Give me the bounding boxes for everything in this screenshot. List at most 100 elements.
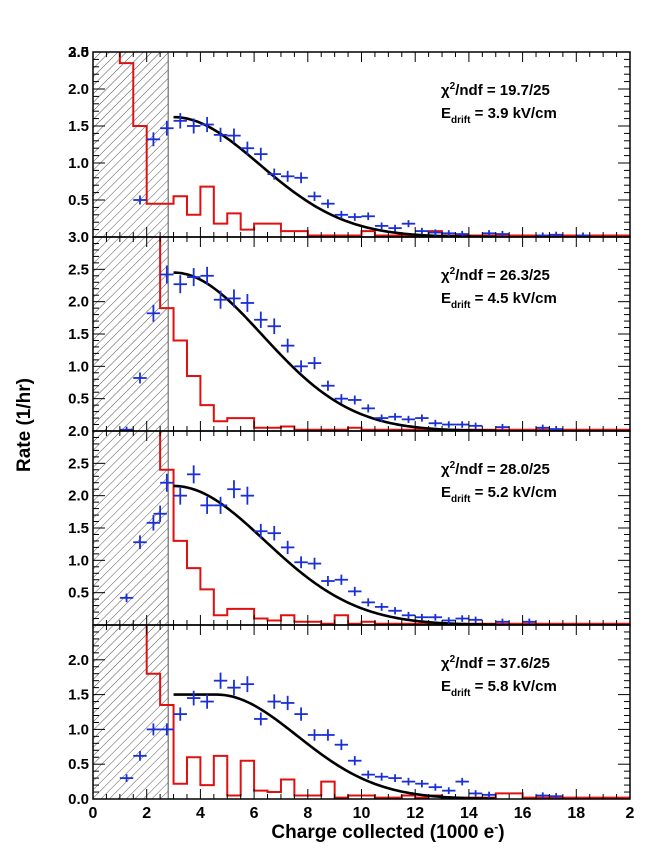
chi2-annotation: χ2/ndf = 26.3/25 [441, 266, 550, 284]
data-point [240, 294, 255, 312]
chi2-superscript: 2 [450, 654, 456, 665]
data-point [254, 147, 268, 161]
panel-2: 0.51.01.52.02.53.0χ2/ndf = 26.3/25Edrift… [68, 229, 631, 432]
excluded-region-hatch [93, 237, 169, 431]
data-point [213, 290, 228, 309]
y-top-tick-label: 3.0 [68, 229, 89, 246]
y-tick-label: 0.5 [68, 756, 89, 773]
data-point [267, 168, 281, 180]
data-point [294, 360, 308, 373]
data-point [334, 394, 349, 404]
chi2-annotation: χ2/ndf = 28.0/25 [441, 460, 550, 478]
data-point [146, 132, 161, 147]
data-point [348, 395, 362, 405]
y-tick-label: 1.5 [68, 118, 89, 135]
data-point [442, 617, 456, 624]
y-tick-label: 1.0 [68, 155, 89, 172]
data-point [361, 770, 375, 779]
data-point [495, 423, 510, 431]
data-point [442, 787, 456, 795]
chi2-value: /ndf = 26.3/25 [455, 267, 550, 284]
edrift-subscript: drift [451, 300, 471, 311]
data-point [321, 729, 335, 741]
data-point [307, 356, 322, 370]
data-point [482, 791, 496, 799]
data-point [240, 141, 255, 155]
data-point [334, 739, 349, 751]
y-tick-label: 2.5 [68, 455, 89, 472]
x-axis-label-sup: - [494, 820, 498, 834]
data-point [576, 232, 590, 237]
x-tick-label: 12 [406, 805, 424, 822]
data-point [348, 756, 362, 766]
data-point [153, 505, 167, 522]
panel-1: 0.51.01.52.02.53.0χ2/ndf = 19.7/25Edrift… [68, 44, 631, 238]
x-axis-label: Charge collected (1000 e-) [271, 820, 504, 843]
y-axis-label: Rate (1/hr) [14, 378, 35, 472]
data-point [415, 227, 429, 235]
data-point [254, 523, 268, 539]
data-point [536, 792, 550, 799]
edrift-symbol: E [441, 484, 451, 501]
data-point [200, 116, 214, 133]
data-point [160, 265, 174, 284]
data-point [455, 615, 469, 622]
data-point [267, 694, 281, 709]
data-point [280, 338, 295, 353]
edrift-value: = 5.8 kV/cm [470, 678, 556, 695]
data-point [280, 170, 295, 182]
data-point [428, 783, 443, 791]
data-point [294, 707, 308, 721]
data-point [374, 222, 389, 230]
data-point [401, 415, 416, 423]
data-point [522, 618, 537, 625]
data-point [442, 421, 456, 428]
panel-3: 0.51.01.52.02.52.0χ2/ndf = 28.0/25Edrift… [68, 423, 631, 626]
data-point [388, 224, 402, 232]
edrift-annotation: Edrift = 3.9 kV/cm [441, 105, 557, 126]
data-point [160, 473, 174, 492]
data-point [415, 414, 429, 422]
data-point [146, 304, 161, 322]
edrift-symbol: E [441, 678, 451, 695]
edrift-value: = 3.9 kV/cm [470, 105, 556, 122]
edrift-annotation: Edrift = 4.5 kV/cm [441, 290, 557, 311]
x-tick-label: 0 [89, 805, 98, 822]
data-point [401, 611, 416, 619]
y-tick-label: 1.0 [68, 552, 89, 569]
chi2-superscript: 2 [450, 266, 456, 277]
data-point [455, 777, 469, 786]
data-point [415, 780, 429, 788]
data-point [227, 480, 241, 499]
data-point [334, 574, 349, 585]
data-point [374, 603, 389, 611]
data-point [227, 289, 241, 308]
data-point [267, 525, 281, 541]
data-point [361, 404, 375, 413]
data-point [549, 425, 563, 431]
y-tick-label: 0.5 [68, 192, 89, 209]
data-point [200, 266, 214, 285]
data-point [321, 575, 335, 587]
data-point [455, 421, 469, 428]
data-point [186, 118, 201, 134]
data-point [428, 613, 443, 621]
data-point [455, 230, 469, 237]
y-tick-label: 1.5 [68, 326, 89, 343]
data-point [254, 311, 268, 328]
data-point [227, 128, 241, 143]
data-point [401, 220, 416, 228]
data-point [186, 465, 201, 484]
data-point [254, 712, 268, 726]
panel-frame [92, 51, 631, 238]
data-point [468, 790, 483, 797]
excluded-region-hatch [93, 625, 169, 799]
y-tick-label: 0.5 [68, 585, 89, 602]
data-point [213, 672, 228, 689]
data-point [294, 172, 308, 184]
data-point [173, 275, 187, 294]
data-point [200, 496, 214, 514]
x-tick-label: 4 [196, 805, 205, 822]
y-tick-label: 2.0 [68, 81, 89, 98]
